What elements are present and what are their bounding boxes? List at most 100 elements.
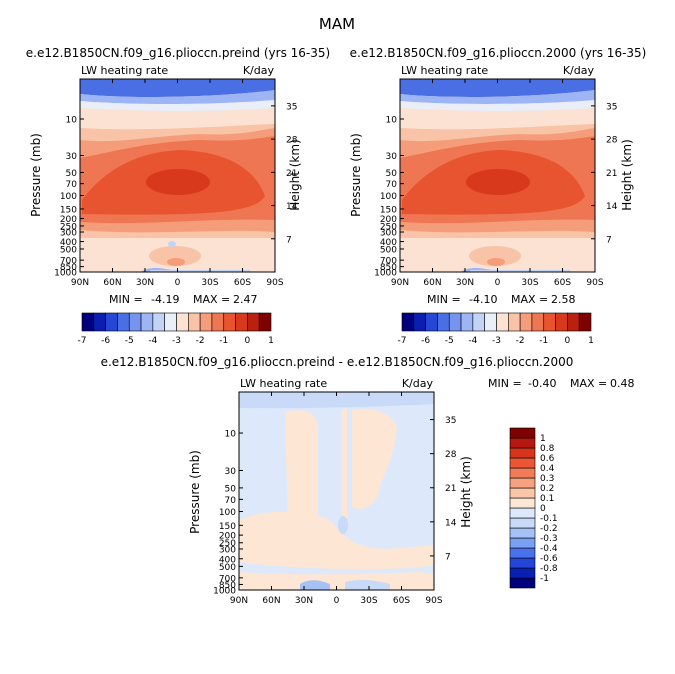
panel-a-y-tick-label: 300 [60,228,77,238]
panel-b-colorbar-box [567,312,580,332]
panel-c-colorbar-box [509,547,536,559]
panel-b-y-tick-label: 70 [386,180,398,190]
panel-b-y2-tick-label: 28 [606,136,618,146]
panel-a-colorbar-box [188,312,201,332]
panel-b-colorbar-box [448,312,462,332]
panel-b-y-tick-label: 50 [386,169,398,179]
panel-a-colorbar-label: -5 [125,336,134,346]
panel-a-colorbar-box [140,312,154,332]
panel-a-x-tick-label: 30S [201,278,218,288]
panel-a-colorbar-label: -6 [101,336,110,346]
panel-c-colorbar-box [509,467,536,479]
panel-c-colorbar-box [509,497,536,509]
panel-c-y-tick-label: 200 [219,532,236,542]
panel-b-colorbar-label: -3 [492,336,501,346]
panel-b-x-tick-label: 0 [495,278,501,288]
panel-c-colorbar-box [509,487,536,499]
panel-c-max-value: 0.48 [610,377,635,390]
panel-c-colorbar-label: -0.8 [540,564,558,574]
panel-a-y-tick-label: 100 [60,192,77,202]
panel-b-y-tick-label: 10 [386,116,398,126]
panel-a-colorbar-box [117,312,130,332]
panel-b-ylabel: Pressure (mb) [349,133,363,217]
panel-c-y-tick-label: 70 [225,496,237,506]
panel-b-colorbar-label: -4 [468,336,477,346]
panel-b-colorbar-label: 1 [588,336,594,346]
panel-a-y-tick-label: 70 [66,180,78,190]
panel-a-colorbar-label: 0 [245,336,251,346]
panel-c-min-value: -0.40 [528,377,556,390]
panel-b-colorbar: -7 -6 -5 -4 -3 -2 -1 0 1 [398,312,594,346]
panel-b-y-tick-label: 400 [380,238,397,248]
panel-b-colorbar-box [413,312,426,332]
panel-a-x-tick-label: 30N [136,278,154,288]
panel-c-title: e.e12.B1850CN.f09_g16.plioccn.preind - e… [101,355,574,369]
panel-b-max-value: 2.58 [551,293,576,306]
panel-c: e.e12.B1850CN.f09_g16.plioccn.preind - e… [101,355,635,606]
panel-c-colorbar-box [509,507,536,519]
panel-a-plot-area [80,79,275,272]
panel-c-x-tick-label: 90N [230,596,248,606]
panel-b-colorbar-box [531,312,545,332]
panel-a-colorbar-box [235,312,248,332]
panel-c-colorbar-box [509,427,536,439]
panel-a-y-tick-label: 10 [66,116,78,126]
panel-a-max-value: 2.47 [233,293,258,306]
panel-a-y-tick-label: 850 [60,263,77,273]
panel-b-y-tick-label: 300 [380,228,397,238]
panel-b-colorbar-box [519,312,533,332]
panel-a-colorbar-box [176,312,189,332]
panel-b-y2-tick-label: 21 [606,169,617,179]
panel-c-colorbar-label: 1 [540,434,546,444]
panel-b-colorbar-box [555,312,568,332]
panel-b-colorbar-box [543,312,556,332]
panel-a-colorbar-box [81,312,95,332]
panel-c-y2-tick-label: 28 [445,450,457,460]
panel-c-y-tick-label: 50 [225,484,237,494]
panel-c-colorbar-label: 0 [540,504,546,514]
panel-b-colorbar-label: 0 [565,336,571,346]
panel-a-colorbar-label: 1 [268,336,274,346]
panel-a-colorbar-label: -4 [148,336,157,346]
panel-c-y-tick-label: 250 [219,539,236,549]
panel-b-min-label: MIN = [427,293,461,306]
panel-b-colorbar-label: -6 [421,336,430,346]
panel-c-colorbar-box [509,447,536,459]
panel-a-x-tick-label: 90N [71,278,89,288]
panel-c-colorbar-box [509,537,536,549]
panel-b-colorbar-box [484,312,497,332]
panel-a: e.e12.B1850CN.f09_g16.plioccn.preind (yr… [26,46,330,346]
panel-b-x-tick-label: 30N [456,278,474,288]
panel-c-x-tick-label: 30N [295,596,313,606]
panel-b-x-tick-label: 90S [586,278,603,288]
panel-a-y-tick-label: 500 [60,245,77,255]
panel-a-max-label: MAX = [193,293,230,306]
panel-c-y-tick-label: 500 [219,563,236,573]
panel-a-y2label: Height (km) [288,139,302,210]
panel-a-y2-tick-label: 7 [286,235,292,245]
panel-a-y2-tick-label: 21 [286,169,297,179]
panel-b-y-tick-label: 850 [380,263,397,273]
panel-c-min-label: MIN = [488,377,522,390]
panel-b-y2label: Height (km) [620,139,634,210]
panel-c-colorbar-label: -1 [540,574,549,584]
panel-b-x-tick-label: 60S [554,278,571,288]
panel-a-x-tick-label: 90S [266,278,283,288]
panel-c-y-tick-label: 700 [219,574,236,584]
panel-c-colorbar-label: 0.6 [540,454,555,464]
panel-b-y-tick-label: 700 [380,257,397,267]
panel-a-colorbar-box [258,312,272,332]
panel-b-x-tick-label: 30S [521,278,538,288]
panel-c-colorbar-box [509,457,536,469]
panel-c-colorbar-box [509,527,536,539]
panel-b-colorbar-box [578,312,592,332]
panel-a-colorbar-box [93,312,106,332]
panel-a-x-tick-label: 0 [175,278,181,288]
panel-a-x-tick-label: 60N [103,278,121,288]
panel-a-min-label: MIN = [109,293,143,306]
panel-c-colorbar-label: 0.3 [540,474,554,484]
panel-c-units-label: K/day [402,377,434,390]
panel-a-y-tick-label: 30 [66,152,78,162]
panel-c-colorbar-label: 0.4 [540,464,555,474]
